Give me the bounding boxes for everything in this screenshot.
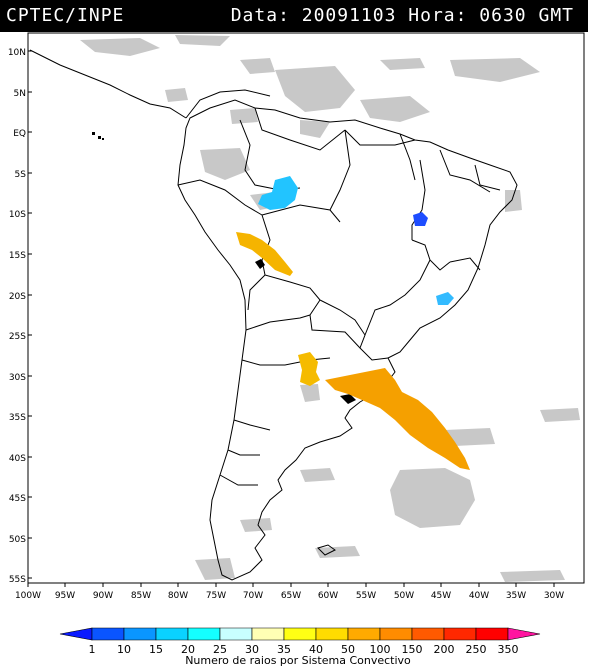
storm-cell-bolivia	[236, 232, 293, 276]
lon-label: 65W	[281, 591, 301, 601]
storm-cells	[236, 176, 470, 470]
lon-label: 100W	[15, 591, 41, 601]
colorbar-swatch	[347, 627, 381, 641]
colorbar-swatch	[507, 627, 541, 641]
lon-label: 30W	[544, 591, 564, 601]
lon-label: 35W	[506, 591, 526, 601]
colorbar-swatch	[91, 627, 125, 641]
colorbar-tick-label: 250	[466, 643, 487, 656]
storm-cell-southeast-brazil	[436, 292, 454, 305]
lat-label: 10S	[9, 210, 26, 220]
datetime-label: Data: 20091103 Hora: 0630 GMT	[230, 5, 574, 26]
colorbar-swatch	[59, 627, 93, 641]
cloud-cover	[80, 35, 580, 582]
colorbar-swatch	[123, 627, 157, 641]
lon-label: 40W	[469, 591, 489, 601]
source-label: CPTEC/INPE	[6, 5, 125, 26]
caribbean-coast	[185, 89, 271, 119]
lon-label: 85W	[131, 591, 151, 601]
colorbar-swatches	[59, 627, 541, 641]
map-header: CPTEC/INPE Data: 20091103 Hora: 0630 GMT	[0, 0, 588, 32]
colorbar-swatch	[315, 627, 349, 641]
lake-titicaca	[255, 259, 265, 269]
lon-label: 80W	[168, 591, 188, 601]
colorbar-tick-label: 200	[434, 643, 455, 656]
lon-label: 95W	[55, 591, 75, 601]
lon-label: 90W	[93, 591, 113, 601]
colorbar-tick-label: 350	[498, 643, 519, 656]
colorbar-swatch	[219, 627, 253, 641]
colorbar-tick-label: 150	[402, 643, 423, 656]
colorbar-tick-label: 1	[89, 643, 96, 656]
legend-colorbar: 1 10 15 20 25 30 35 40 50 100 150 200 250 350 Numero …	[59, 627, 541, 667]
colorbar-tick-label: 35	[277, 643, 291, 656]
lon-label: 45W	[431, 591, 451, 601]
country-borders	[177, 107, 501, 486]
longitude-axis: 100W 95W 90W 85W 80W 75W 70W 65W 60W 55W…	[15, 583, 564, 601]
latitude-axis: 10N 5N EQ 5S 10S 15S 20S 25S 30S 35S 40S…	[8, 48, 32, 585]
colorbar-tick-label: 40	[309, 643, 323, 656]
colorbar-swatch	[443, 627, 477, 641]
lat-label: 15S	[9, 251, 26, 261]
lat-label: 50S	[9, 535, 26, 545]
colorbar-swatch	[283, 627, 317, 641]
galapagos-islands	[92, 132, 104, 140]
colorbar-ticks: 1 10 15 20 25 30 35 40 50 100 150 200 250 350	[89, 643, 519, 656]
lat-label: 30S	[9, 373, 26, 383]
lightning-map: 10N 5N EQ 5S 10S 15S 20S 25S 30S 35S 40S…	[8, 32, 585, 601]
lon-label: 70W	[243, 591, 263, 601]
lat-label: 45S	[9, 494, 26, 504]
storm-cell-uruguay	[325, 368, 470, 470]
colorbar-tick-label: 20	[181, 643, 195, 656]
central-america-outline	[29, 49, 187, 119]
storm-cell-central-brazil	[413, 212, 428, 226]
lon-label: 60W	[318, 591, 338, 601]
colorbar-swatch	[411, 627, 445, 641]
rio-de-la-plata	[340, 394, 356, 404]
colorbar-swatch	[475, 627, 509, 641]
lat-label: 55S	[9, 575, 26, 585]
colorbar-swatch	[155, 627, 189, 641]
legend-caption: Numero de raios por Sistema Convectivo	[185, 654, 411, 667]
map-frame	[27, 32, 585, 584]
colorbar-tick-label: 10	[117, 643, 131, 656]
lat-label: 5N	[14, 89, 26, 99]
lat-label: 40S	[9, 454, 26, 464]
lon-label: 75W	[206, 591, 226, 601]
colorbar-tick-label: 30	[245, 643, 259, 656]
colorbar-tick-label: 100	[370, 643, 391, 656]
falkland-islands	[317, 544, 336, 556]
colorbar-tick-label: 15	[149, 643, 163, 656]
lat-label: 20S	[9, 292, 26, 302]
colorbar-tick-label: 25	[213, 643, 227, 656]
lat-label: 25S	[9, 332, 26, 342]
south-america-outline	[177, 99, 518, 581]
storm-cell-amazon	[258, 176, 298, 210]
lat-label: 35S	[9, 413, 26, 423]
lat-label: 5S	[15, 170, 27, 180]
storm-cell-argentina	[298, 352, 320, 386]
lat-label: EQ	[13, 129, 26, 139]
lon-label: 55W	[356, 591, 376, 601]
colorbar-tick-label: 50	[341, 643, 355, 656]
colorbar-swatch	[187, 627, 221, 641]
colorbar-swatch	[379, 627, 413, 641]
lon-label: 50W	[394, 591, 414, 601]
colorbar-swatch	[251, 627, 285, 641]
lat-label: 10N	[8, 48, 26, 58]
